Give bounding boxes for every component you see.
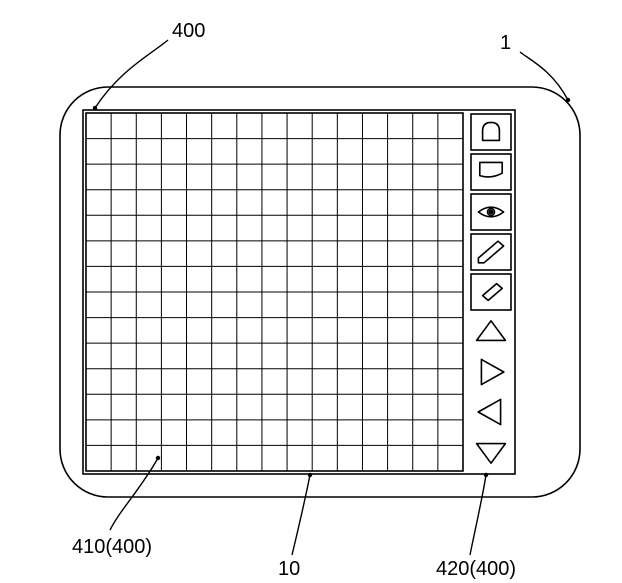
flag-button[interactable] xyxy=(471,154,511,190)
leader-dot xyxy=(93,106,97,110)
ref-label-10: 10 xyxy=(278,558,300,581)
ref-label-400: 400 xyxy=(172,20,205,43)
patent-figure: 400 1 410(400) 10 420(400) xyxy=(0,0,622,583)
leader-dot xyxy=(484,473,488,477)
ref-label-1: 1 xyxy=(500,32,511,55)
ref-label-420: 420(400) xyxy=(436,558,516,581)
eye-button[interactable] xyxy=(471,194,511,230)
leader-dot xyxy=(566,98,570,102)
eraser-button[interactable] xyxy=(471,274,511,310)
pencil-button[interactable] xyxy=(471,234,511,270)
bell-button[interactable] xyxy=(471,114,511,150)
leader-dot xyxy=(156,456,160,460)
leader-dot xyxy=(308,473,312,477)
ref-label-410: 410(400) xyxy=(72,536,152,559)
